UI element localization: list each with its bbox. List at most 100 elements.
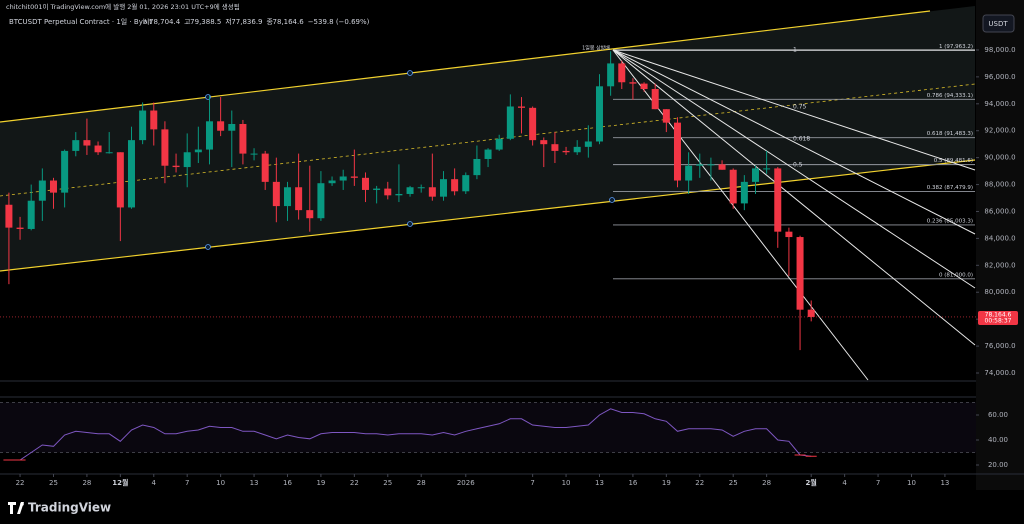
candle-body — [116, 152, 124, 208]
candle-body — [406, 187, 414, 194]
currency-box[interactable] — [982, 14, 1015, 33]
candle-body — [27, 200, 35, 229]
candle-body — [83, 140, 91, 146]
candle-body — [718, 164, 726, 170]
candle-body — [529, 107, 537, 141]
candle-body — [763, 168, 771, 170]
fan-line — [612, 49, 976, 171]
candle-body — [250, 153, 258, 155]
x-tick-label: 28 — [762, 479, 771, 487]
candle-body — [295, 187, 303, 211]
candle-body — [673, 122, 681, 181]
ohlc-name: 시 — [143, 18, 149, 26]
chart-title: BTCUSDT Perpetual Contract · 1일 · Bybit — [9, 17, 152, 26]
candle-body — [350, 176, 358, 178]
x-tick-label: 22 — [16, 479, 25, 487]
candle-body — [306, 210, 314, 219]
y-tick-label: 82,000.0 — [984, 261, 1015, 269]
candle-body — [49, 180, 57, 193]
rsi-line — [8, 408, 812, 461]
candles — [5, 51, 815, 351]
candle-body — [317, 183, 325, 219]
candle-body — [428, 187, 436, 197]
price-axis — [976, 0, 1024, 490]
candle-body — [139, 110, 147, 141]
candle-body — [785, 231, 793, 238]
candle-body — [551, 144, 559, 151]
anchor — [205, 244, 211, 250]
candle-body — [150, 110, 158, 130]
candle-body — [38, 180, 46, 201]
rsi-y-tick-label: 60.00 — [988, 411, 1008, 419]
rsi-pane: 60.00 40.00 20.00 — [0, 402, 1008, 469]
candle-body — [540, 140, 548, 145]
currency[interactable]: USDT — [988, 20, 1008, 28]
x-tick-label: 28 — [82, 479, 91, 487]
candle-body — [696, 164, 704, 166]
candle-body — [61, 150, 69, 193]
candle-body — [618, 63, 626, 83]
countdown: 00:58:37 — [985, 317, 1012, 324]
y-tick-label: 94,000.0 — [984, 100, 1015, 108]
candle-body — [395, 193, 403, 196]
x-tick-label: 16 — [628, 479, 637, 487]
x-tick-label: 25 — [383, 479, 392, 487]
x-tick-label: 19 — [662, 479, 671, 487]
candle-body — [183, 152, 191, 168]
fan-line — [612, 49, 976, 289]
ohlc-name: 종 — [267, 18, 274, 26]
ohlc-value: 77,836.9 — [231, 18, 262, 26]
candle-body — [707, 164, 715, 166]
candle-body — [217, 121, 225, 131]
publisher-note: chitchit001이 TradingView.com에 발행 2월 01, … — [6, 2, 240, 11]
candle-body — [373, 188, 381, 190]
anchor — [407, 221, 413, 227]
candle-body — [607, 63, 615, 87]
x-tick-label: 10 — [216, 479, 225, 487]
candle-body — [161, 129, 169, 166]
anchor — [407, 70, 413, 76]
candle-body — [751, 168, 759, 182]
x-tick-label: 2월 — [806, 478, 817, 487]
x-tick-label: 19 — [316, 479, 325, 487]
candle-body — [172, 165, 180, 168]
candle-body — [662, 109, 670, 123]
fan-label: 0.618 — [793, 136, 810, 143]
y-tick-label: 80,000.0 — [984, 288, 1015, 296]
candle-body — [562, 150, 570, 153]
candle-body — [740, 181, 748, 204]
fib-label: 0.382 (87,479.9) — [927, 185, 973, 191]
axes: 98,000.0 96,000.0 94,000.0 92,000.0 90,000.0… — [16, 46, 1016, 487]
y-tick-label: 90,000.0 — [984, 154, 1015, 162]
candle-body — [261, 153, 269, 182]
candle-body — [796, 237, 804, 310]
candle-body — [439, 179, 447, 197]
channel-upper — [0, 10, 931, 123]
fib-fan — [612, 49, 976, 381]
candle-body — [194, 149, 202, 153]
ohlc-name: 저 — [225, 17, 231, 26]
x-tick-label: 25 — [49, 479, 58, 487]
ohlc-header: 시 78,704.4 고 79,388.5 저 77,836.9 종 78,164.6 −539… — [143, 17, 370, 26]
channel-fill — [0, 6, 975, 271]
fan-label: 0.5 — [793, 162, 803, 169]
candle-body — [127, 140, 135, 208]
candle-body — [205, 121, 213, 150]
ohlc-name: 고 — [184, 18, 191, 26]
candle-body — [451, 179, 459, 192]
candle-body — [584, 141, 592, 147]
candle-body — [361, 177, 369, 190]
x-tick-label: 7 — [530, 479, 534, 487]
x-tick-label: 13 — [250, 479, 259, 487]
x-tick-label: 2026 — [457, 479, 475, 487]
ohlc-value: 78,164.6 — [273, 18, 305, 26]
x-tick-label: 13 — [940, 479, 949, 487]
channel-lower — [0, 159, 976, 272]
brand-logo[interactable]: TradingView — [8, 501, 111, 515]
y-tick-label: 92,000.0 — [984, 127, 1015, 135]
fib-label: 0.618 (91,483.3) — [927, 131, 973, 137]
candle-body — [16, 227, 24, 229]
candle-body — [272, 181, 280, 207]
fib-label: 0.786 (94,333.1) — [927, 93, 973, 99]
